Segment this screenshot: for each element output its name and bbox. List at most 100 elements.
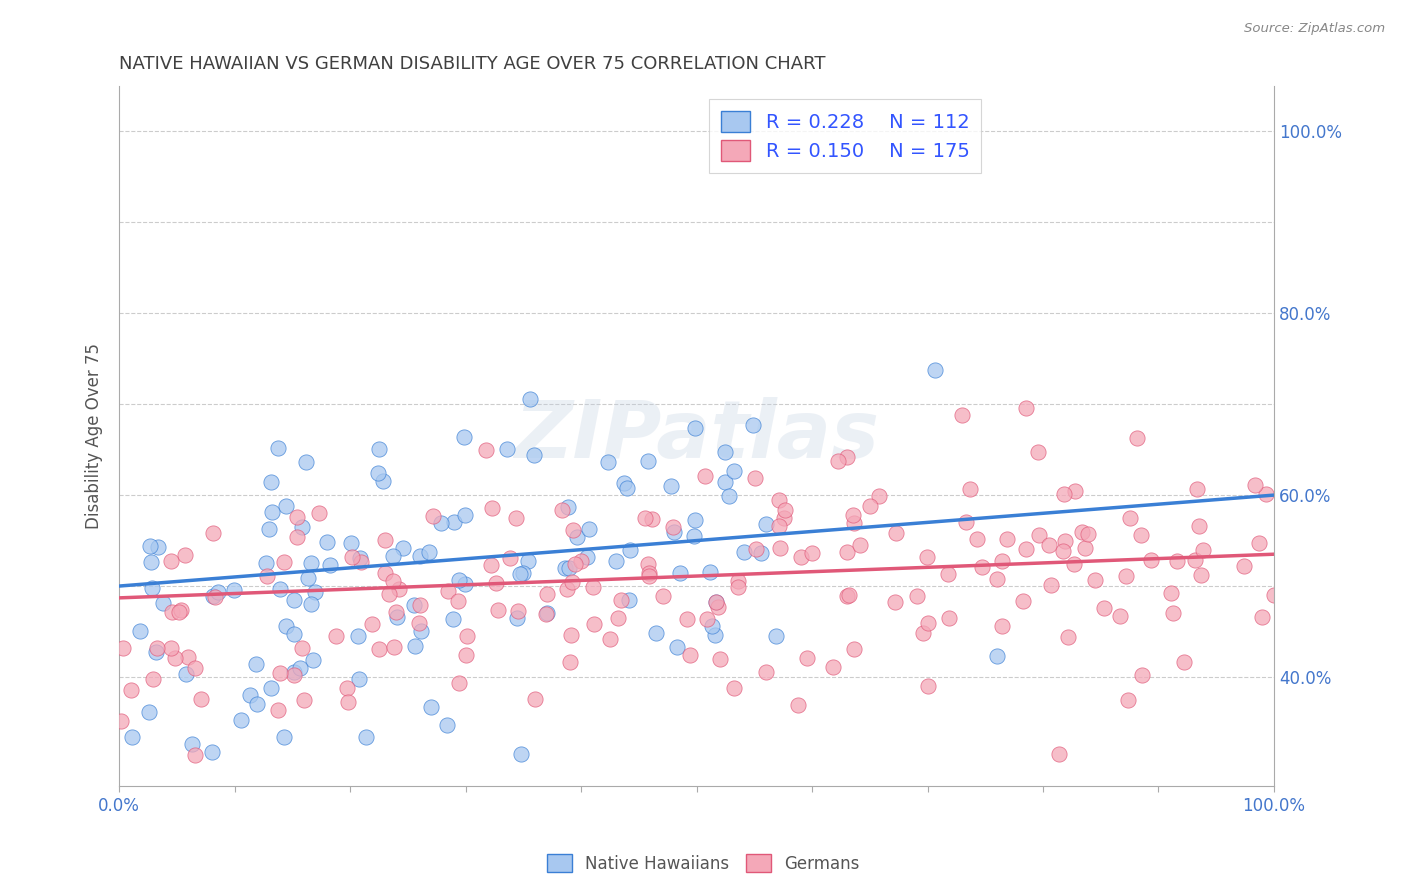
Point [381, 549, 404, 564]
Point [385, 605, 408, 619]
Point [422, 508, 444, 523]
Y-axis label: Disability Age Over 75: Disability Age Over 75 [86, 343, 103, 529]
Point [257, 522, 280, 536]
Point [676, 612, 699, 626]
Point [1189, 568, 1212, 582]
Point [184, 748, 207, 763]
Point [1052, 543, 1074, 558]
Point [1119, 511, 1142, 525]
Point [176, 667, 198, 681]
Point [1109, 609, 1132, 624]
Point [634, 510, 657, 524]
Point [915, 550, 938, 565]
Point [176, 650, 198, 665]
Point [619, 542, 641, 557]
Point [224, 582, 246, 597]
Point [367, 467, 389, 481]
Point [849, 538, 872, 552]
Point [827, 454, 849, 468]
Point [231, 713, 253, 727]
Point [835, 589, 858, 603]
Point [1056, 630, 1078, 644]
Point [1038, 538, 1060, 552]
Point [1130, 528, 1153, 542]
Point [382, 574, 405, 589]
Point [1263, 588, 1285, 602]
Point [576, 549, 599, 564]
Point [610, 593, 633, 607]
Point [884, 526, 907, 541]
Point [505, 510, 527, 524]
Point [1028, 527, 1050, 541]
Point [519, 392, 541, 406]
Point [441, 611, 464, 625]
Point [207, 585, 229, 599]
Point [267, 441, 290, 455]
Point [290, 520, 312, 534]
Point [517, 554, 540, 568]
Point [755, 665, 778, 680]
Point [765, 629, 787, 643]
Point [204, 590, 226, 604]
Point [991, 619, 1014, 633]
Point [1166, 554, 1188, 568]
Point [582, 580, 605, 594]
Legend: Native Hawaiians, Germans: Native Hawaiians, Germans [540, 847, 866, 880]
Point [555, 582, 578, 596]
Point [905, 589, 928, 603]
Point [1076, 526, 1098, 541]
Point [183, 661, 205, 675]
Point [1185, 482, 1208, 496]
Point [565, 530, 588, 544]
Point [418, 544, 440, 558]
Point [245, 657, 267, 671]
Point [970, 560, 993, 574]
Point [283, 627, 305, 641]
Point [361, 616, 384, 631]
Point [679, 648, 702, 662]
Point [696, 612, 718, 626]
Point [682, 528, 704, 542]
Point [911, 626, 934, 640]
Point [638, 569, 661, 583]
Point [273, 556, 295, 570]
Point [669, 566, 692, 580]
Point [269, 665, 291, 680]
Point [285, 530, 308, 544]
Point [356, 730, 378, 744]
Point [637, 557, 659, 571]
Point [141, 581, 163, 595]
Text: Source: ZipAtlas.com: Source: ZipAtlas.com [1244, 22, 1385, 36]
Point [924, 363, 946, 377]
Point [146, 640, 169, 655]
Point [292, 692, 315, 706]
Point [789, 549, 811, 564]
Point [170, 603, 193, 617]
Point [367, 442, 389, 456]
Point [388, 582, 411, 597]
Point [955, 516, 977, 530]
Point [453, 430, 475, 444]
Point [1115, 569, 1137, 583]
Point [139, 555, 162, 569]
Point [727, 580, 749, 594]
Point [995, 532, 1018, 546]
Point [453, 577, 475, 591]
Point [246, 698, 269, 712]
Point [239, 689, 262, 703]
Point [404, 598, 426, 612]
Point [1188, 519, 1211, 533]
Point [1256, 486, 1278, 500]
Point [454, 648, 477, 662]
Point [837, 450, 859, 464]
Point [121, 731, 143, 745]
Point [449, 573, 471, 587]
Point [1126, 431, 1149, 445]
Text: ZIPatlas: ZIPatlas [515, 397, 879, 475]
Point [112, 640, 135, 655]
Point [950, 408, 973, 422]
Point [1063, 557, 1085, 571]
Point [754, 516, 776, 531]
Point [374, 566, 396, 581]
Point [139, 540, 162, 554]
